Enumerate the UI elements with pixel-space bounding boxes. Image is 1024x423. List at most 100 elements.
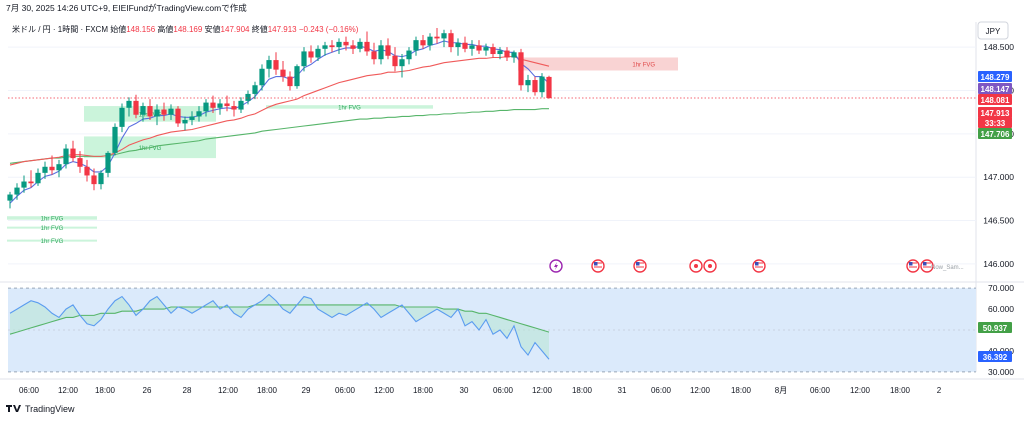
currency-button[interactable] (977, 21, 1009, 40)
price-tick-label: 148.500 (983, 42, 1014, 52)
rsi-fill (10, 294, 549, 360)
price-tag-label: 33:33 (985, 119, 1006, 128)
candle-body (224, 103, 230, 107)
price-tag-label: 147.706 (981, 130, 1010, 139)
price-tag-label: 148.147 (981, 85, 1010, 94)
time-tick-label: 30 (460, 386, 469, 395)
candle-body (7, 194, 13, 201)
candle-body (175, 108, 181, 124)
flag-canton (636, 262, 640, 266)
fvg-label: 1hr FVG (632, 62, 655, 68)
candle-body (98, 172, 104, 185)
candle-body (203, 102, 209, 112)
time-tick-label: 18:00 (890, 386, 911, 395)
candle-body (140, 106, 146, 115)
candle-body (161, 109, 167, 115)
candle-body (462, 42, 468, 49)
candle-body (119, 107, 125, 127)
candle-body (35, 172, 41, 184)
price-tag-label: 147.913 (981, 109, 1010, 118)
header-timestamp-credit: 7月 30, 2025 14:26 UTC+9, EIEIFundがTradin… (6, 3, 247, 13)
candle-body (112, 126, 118, 153)
candle-body (399, 59, 405, 67)
candle-body (329, 45, 335, 48)
rsi-tick-label: 40.000 (988, 346, 1014, 356)
time-tick-label: 18:00 (731, 386, 752, 395)
candle-body (105, 152, 111, 173)
candle-body (266, 60, 272, 69)
candle-body (371, 51, 377, 60)
candle-body (287, 76, 293, 87)
time-tick-label: 31 (618, 386, 627, 395)
rsi-tick-label: 30.000 (988, 367, 1014, 377)
time-tick-label: 06:00 (493, 386, 514, 395)
candle-body (350, 45, 356, 49)
time-tick-label: 26 (143, 386, 152, 395)
flag-canton (594, 262, 598, 266)
fvg-label: 1hr FVG (139, 146, 162, 152)
flag-canton (755, 262, 759, 266)
time-tick-label: 12:00 (850, 386, 871, 395)
candle-body (294, 66, 300, 87)
candle-body (546, 76, 552, 98)
candle-body (133, 100, 139, 115)
time-tick-label: 12:00 (532, 386, 553, 395)
price-tick-label: 146.000 (983, 259, 1014, 269)
candle-body (539, 76, 545, 93)
candle-body (168, 108, 174, 115)
candle-body (532, 80, 538, 93)
candle-body (476, 45, 482, 51)
candle-body (49, 166, 55, 171)
candle-body (420, 40, 426, 46)
candle-body (70, 148, 76, 159)
candle-body (518, 52, 524, 86)
time-tick-label: 18:00 (413, 386, 434, 395)
time-tick-label: 12:00 (58, 386, 79, 395)
candle-body (511, 52, 517, 58)
price-tag (978, 83, 1012, 94)
price-tag (978, 94, 1012, 105)
time-tick-label: 06:00 (651, 386, 672, 395)
candle-body (448, 33, 454, 48)
candle-body (441, 33, 447, 39)
candle-body (455, 42, 461, 48)
rsi-tag (978, 322, 1012, 333)
candle-body (343, 41, 349, 46)
time-tick-label: 12:00 (374, 386, 395, 395)
fvg-label: 1hr FVG (41, 239, 64, 245)
rsi-tick-label: 60.000 (988, 304, 1014, 314)
us-flag-icon[interactable] (752, 259, 766, 273)
candle-body (490, 47, 496, 55)
candle-body (245, 93, 251, 101)
event-dot (708, 264, 712, 268)
candle-body (196, 111, 202, 117)
us-flag-icon[interactable] (591, 259, 605, 273)
candle-body (280, 69, 286, 77)
candle-body (273, 60, 279, 70)
candle-body (469, 45, 475, 49)
tradingview-logo-icon (6, 405, 21, 412)
candle-body (63, 148, 69, 165)
candle-body (406, 50, 412, 60)
fvg-label: 1hr FVG (41, 226, 64, 232)
us-flag-icon[interactable] (906, 259, 920, 273)
footer-brand: TradingView (25, 404, 75, 414)
candle-body (483, 47, 489, 51)
time-tick-label: 2 (937, 386, 942, 395)
time-tick-label: 06:00 (810, 386, 831, 395)
us-flag-icon[interactable] (633, 259, 647, 273)
time-tick-label: 29 (302, 386, 311, 395)
legend-ohlc: 米ドル / 円 · 1時間 · FXCM 始値148.156 高値148.169… (12, 24, 359, 34)
candle-body (56, 164, 62, 171)
candle-body (189, 116, 195, 120)
lightning-glyph (554, 262, 558, 270)
candle-body (357, 41, 363, 49)
price-tick-label: 147.000 (983, 172, 1014, 182)
time-tick-label: 8月 (775, 386, 787, 395)
rsi-tag-label: 50.937 (983, 324, 1008, 333)
candle-body (364, 41, 370, 52)
rsi-line (9, 293, 550, 360)
time-tick-label: 18:00 (257, 386, 278, 395)
